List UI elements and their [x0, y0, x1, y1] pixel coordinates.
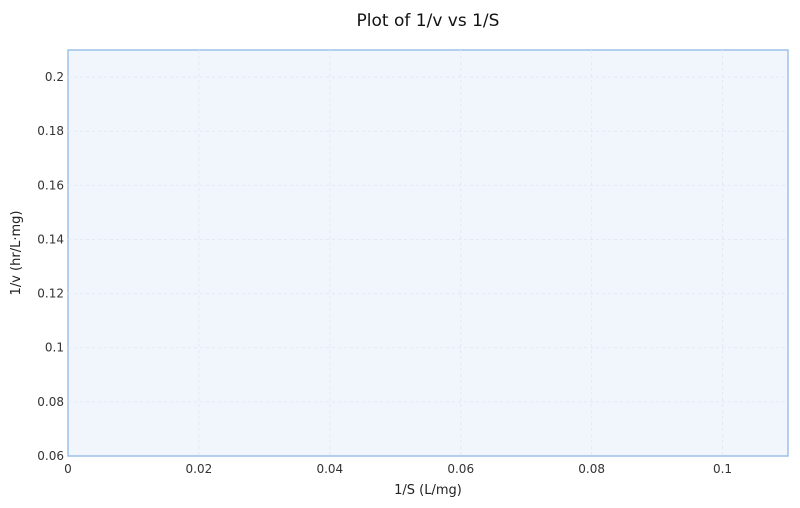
y-tick-label: 0.18 [37, 124, 64, 138]
x-tick-label: 0.02 [186, 462, 213, 476]
y-tick-label: 0.2 [45, 70, 64, 84]
y-axis-title: 1/v (hr/L·mg) [9, 211, 24, 296]
chart-title: Plot of 1/v vs 1/S [357, 11, 500, 31]
y-tick-label: 0.06 [37, 449, 64, 463]
y-axis-ticks: 0.06 0.08 0.1 0.12 0.14 0.16 0.18 0.2 [37, 70, 64, 463]
x-axis-ticks: 0 0.02 0.04 0.06 0.08 0.1 [64, 462, 732, 476]
x-tick-label: 0.1 [713, 462, 732, 476]
plot-area [67, 49, 789, 457]
y-tick-label: 0.14 [37, 232, 64, 246]
x-tick-label: 0.08 [578, 462, 605, 476]
y-tick-label: 0.16 [37, 178, 64, 192]
x-tick-label: 0.06 [447, 462, 474, 476]
y-tick-label: 0.08 [37, 395, 64, 409]
y-tick-label: 0.1 [45, 341, 64, 355]
x-axis-title: 1/S (L/mg) [394, 483, 462, 498]
x-tick-label: 0.04 [316, 462, 343, 476]
x-tick-label: 0 [64, 462, 72, 476]
grid [68, 50, 788, 456]
y-tick-label: 0.12 [37, 287, 64, 301]
